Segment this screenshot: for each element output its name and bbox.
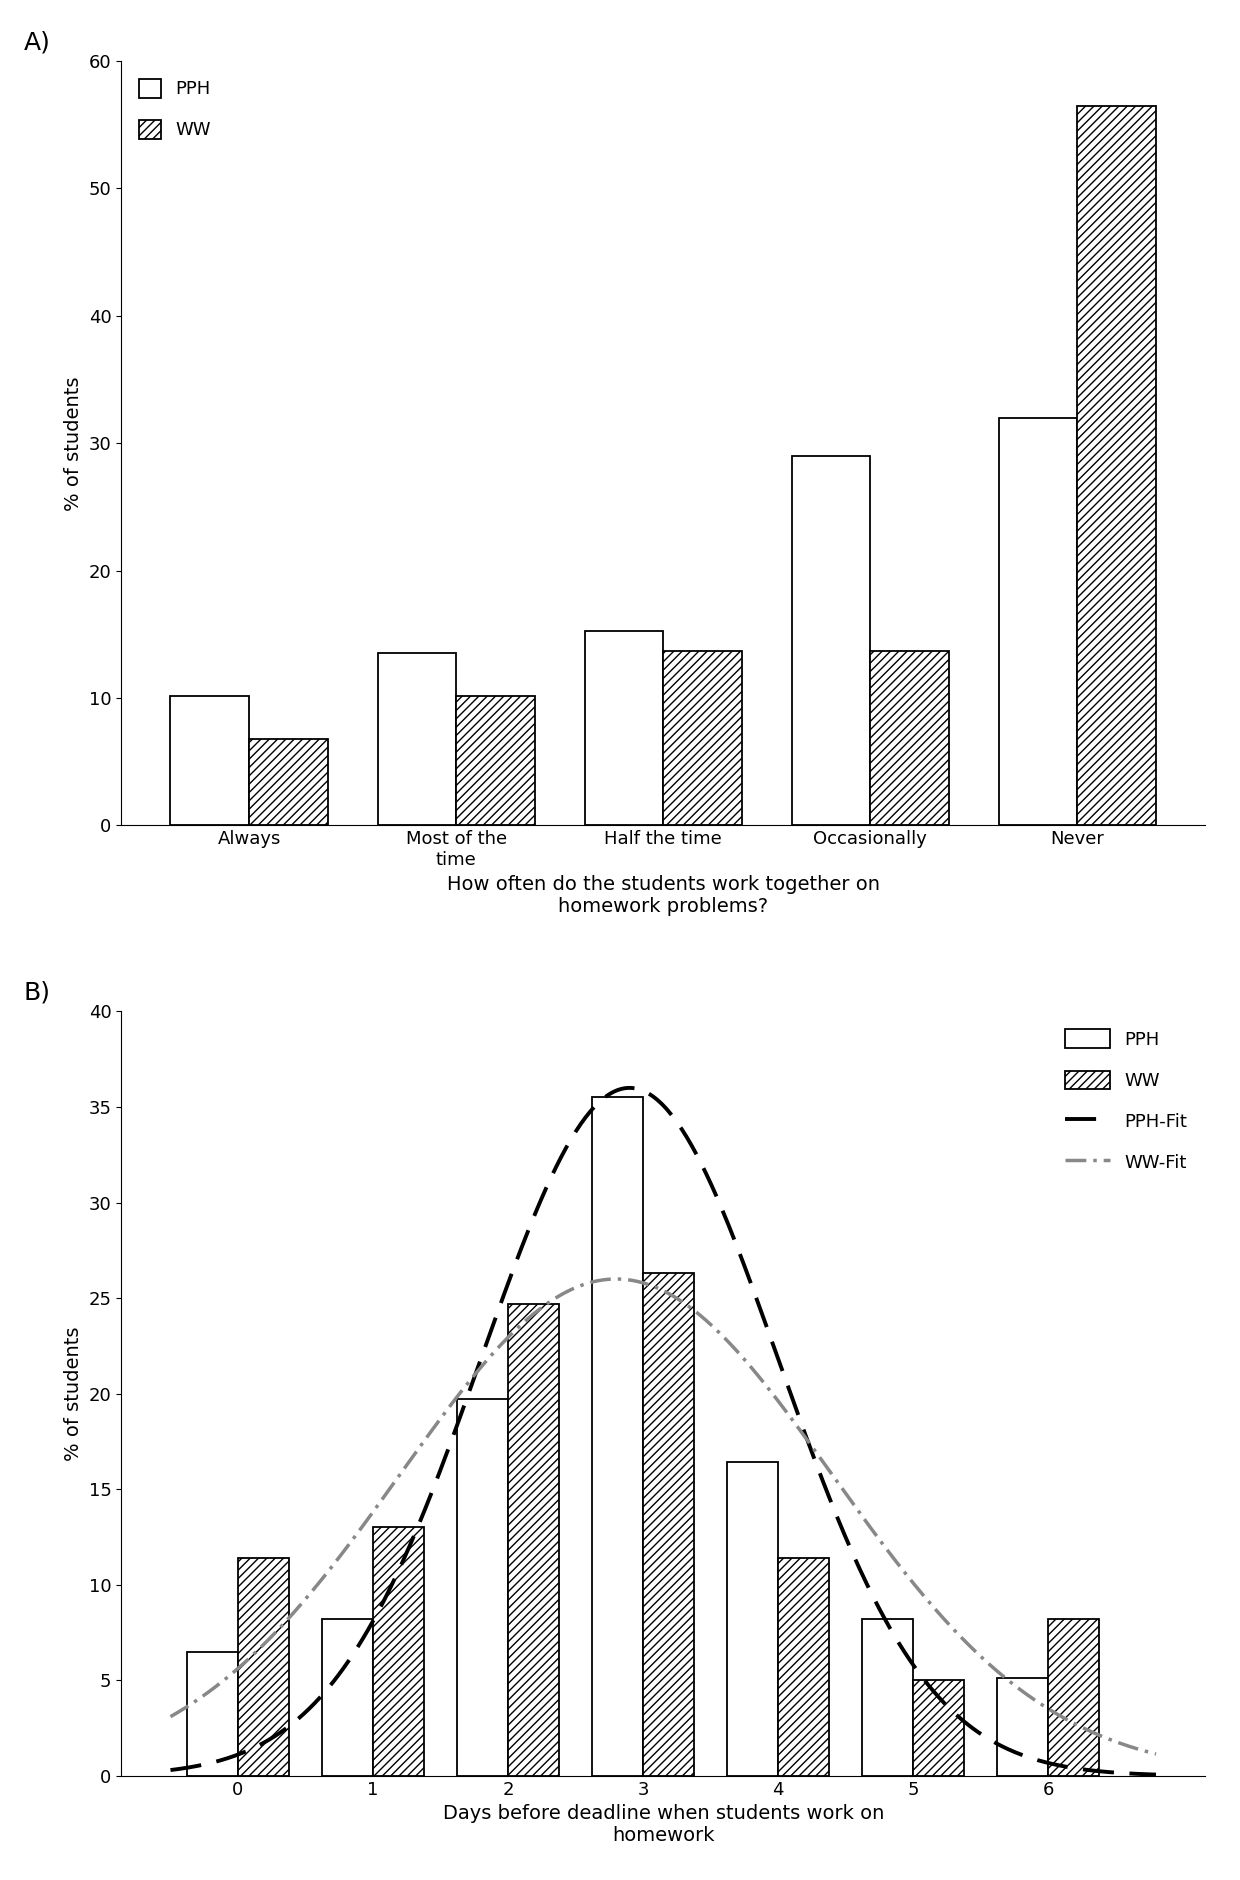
- Bar: [170, 696, 249, 825]
- Bar: [913, 1681, 965, 1777]
- WW-Fit: [281, 1607, 296, 1630]
- WW-Fit: [882, 1542, 897, 1564]
- PPH-Fit: [162, 1760, 177, 1782]
- PPH-Fit: [882, 1615, 897, 1637]
- Bar: [584, 630, 663, 825]
- Bar: [791, 457, 870, 825]
- Text: A): A): [24, 30, 51, 55]
- Bar: [870, 650, 949, 825]
- Y-axis label: % of students: % of students: [64, 1327, 83, 1461]
- Bar: [1078, 105, 1156, 825]
- Line: WW-Fit: WW-Fit: [170, 1278, 1156, 1754]
- WW-Fit: [162, 1705, 177, 1728]
- Bar: [727, 1463, 777, 1777]
- WW-Fit: [785, 1410, 800, 1433]
- WW-Fit: [484, 1344, 498, 1367]
- Legend: PPH, WW: PPH, WW: [130, 70, 219, 149]
- Bar: [249, 739, 327, 825]
- X-axis label: How often do the students work together on
homework problems?: How often do the students work together …: [446, 874, 879, 916]
- PPH-Fit: [1148, 1763, 1163, 1786]
- Bar: [862, 1619, 913, 1777]
- Bar: [998, 417, 1078, 825]
- PPH-Fit: [785, 1389, 800, 1412]
- Bar: [644, 1273, 694, 1777]
- PPH-Fit: [877, 1607, 892, 1630]
- Bar: [456, 1399, 508, 1777]
- Bar: [591, 1098, 644, 1777]
- X-axis label: Days before deadline when students work on
homework: Days before deadline when students work …: [443, 1805, 884, 1846]
- Bar: [456, 696, 534, 825]
- PPH-Fit: [281, 1715, 296, 1737]
- WW-Fit: [553, 1284, 568, 1307]
- Bar: [238, 1559, 289, 1777]
- Bar: [777, 1559, 830, 1777]
- Bar: [663, 650, 742, 825]
- WW-Fit: [877, 1534, 892, 1557]
- Bar: [377, 654, 456, 825]
- Bar: [997, 1679, 1048, 1777]
- PPH-Fit: [553, 1147, 568, 1169]
- Bar: [508, 1305, 559, 1777]
- Text: B): B): [24, 981, 51, 1006]
- Line: PPH-Fit: PPH-Fit: [170, 1089, 1156, 1775]
- Y-axis label: % of students: % of students: [64, 376, 83, 511]
- WW-Fit: [608, 1267, 622, 1290]
- Legend: PPH, WW, PPH-Fit, WW-Fit: PPH, WW, PPH-Fit, WW-Fit: [1055, 1021, 1197, 1181]
- Bar: [373, 1527, 424, 1777]
- Bar: [321, 1619, 373, 1777]
- WW-Fit: [1148, 1743, 1163, 1765]
- Bar: [1048, 1619, 1100, 1777]
- Bar: [187, 1653, 238, 1777]
- PPH-Fit: [484, 1318, 498, 1340]
- PPH-Fit: [622, 1077, 637, 1100]
